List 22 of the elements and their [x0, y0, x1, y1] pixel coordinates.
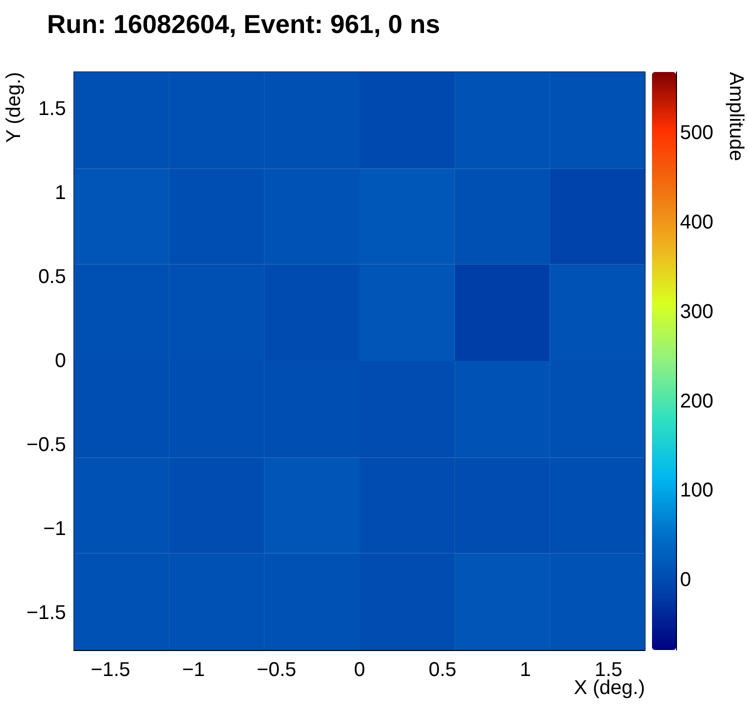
color-bar-label: 100: [680, 480, 714, 502]
color-bar-label: 300: [680, 300, 714, 323]
y-tick-label: −1.5: [26, 602, 66, 624]
color-bar-title: Amplitude: [725, 72, 747, 161]
x-tick-label: 0.5: [428, 659, 456, 681]
x-tick-label: 0: [354, 659, 366, 681]
x-tick-label: −1: [182, 659, 205, 681]
color-bar-label: 200: [680, 390, 714, 412]
color-bar-label: 0: [680, 569, 692, 592]
x-tick-label: −0.5: [256, 659, 296, 681]
y-tick-label: 1.5: [38, 98, 66, 120]
y-tick-label: 1: [54, 182, 66, 204]
y-tick-label: 0: [54, 350, 66, 372]
color-bar-label: 400: [680, 211, 714, 234]
x-tick-label: 1: [520, 659, 532, 681]
y-axis-title: Y (deg.): [3, 72, 25, 143]
y-tick-label: 0.5: [38, 266, 66, 288]
x-tick-label: −1.5: [90, 659, 130, 681]
y-tick-label: −1: [43, 518, 66, 540]
color-bar-label: 500: [680, 122, 714, 144]
chart-title: Run: 16082604, Event: 961, 0 ns: [47, 9, 440, 39]
y-tick-label: −0.5: [26, 434, 66, 456]
